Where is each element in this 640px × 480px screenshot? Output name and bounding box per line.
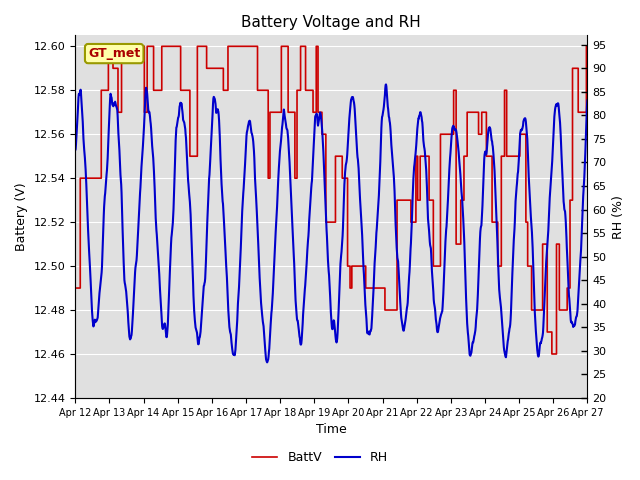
RH <box>584 97 591 103</box>
Line: RH: RH <box>76 84 588 362</box>
Line: BattV: BattV <box>76 47 588 354</box>
BattV <box>72 285 79 291</box>
RH <box>263 360 271 365</box>
Text: GT_met: GT_met <box>88 47 140 60</box>
RH <box>186 191 193 197</box>
RH <box>412 154 419 160</box>
BattV <box>584 44 591 49</box>
BattV <box>523 219 531 225</box>
RH <box>478 210 486 216</box>
BattV <box>478 109 486 115</box>
BattV <box>186 87 193 93</box>
RH <box>524 136 531 142</box>
BattV <box>548 351 556 357</box>
BattV <box>104 44 112 49</box>
Y-axis label: RH (%): RH (%) <box>612 195 625 239</box>
X-axis label: Time: Time <box>316 423 347 436</box>
BattV <box>243 44 251 49</box>
BattV <box>173 44 181 49</box>
RH <box>382 82 390 87</box>
Legend: BattV, RH: BattV, RH <box>248 446 392 469</box>
RH <box>72 147 79 153</box>
Title: Battery Voltage and RH: Battery Voltage and RH <box>241 15 421 30</box>
Y-axis label: Battery (V): Battery (V) <box>15 182 28 251</box>
BattV <box>411 219 419 225</box>
RH <box>173 124 180 130</box>
RH <box>243 133 250 139</box>
